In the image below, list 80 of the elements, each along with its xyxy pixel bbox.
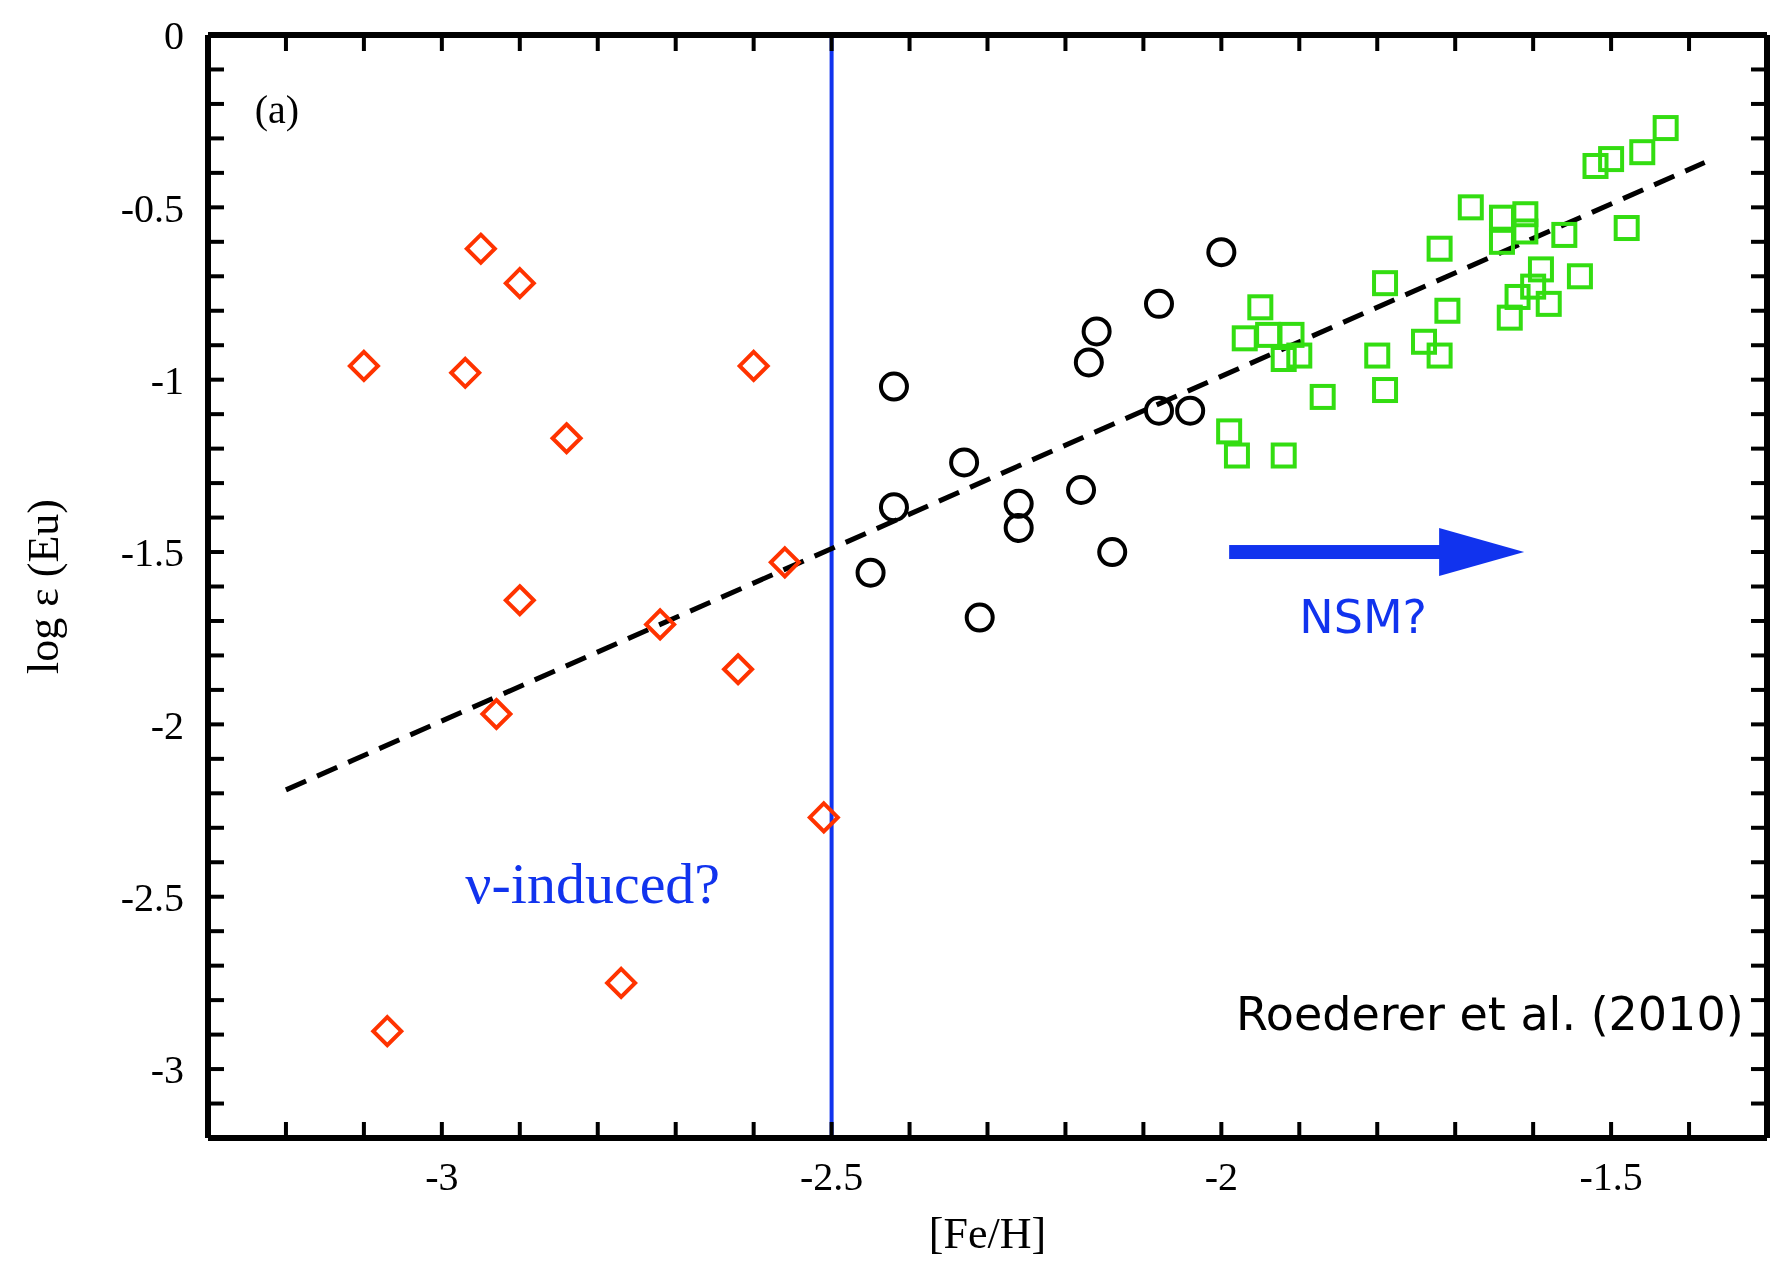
point [1097,537,1128,568]
point [1143,395,1174,426]
point [1488,228,1515,255]
point [1426,235,1453,262]
point [1512,218,1539,245]
point [1652,115,1679,142]
point [964,602,995,633]
point [1003,488,1034,519]
point [1426,342,1453,369]
point [1073,347,1104,378]
y-tick-label: -0.5 [120,185,184,231]
point [1512,201,1539,228]
point [1582,152,1609,179]
y-tick-label: 0 [164,13,184,59]
point [807,801,840,834]
point [1372,270,1399,297]
point [1247,294,1274,321]
point [1566,263,1593,290]
annotation: ν-induced? [465,851,721,917]
point [1270,442,1297,469]
point [1278,321,1305,348]
y-axis-title: log ε (Eu) [19,499,69,674]
point [1066,474,1097,505]
x-tick-label: -2 [1204,1154,1239,1200]
point [1309,383,1336,410]
point [347,349,380,382]
y-tick-label: -1 [150,357,184,403]
point [768,546,801,579]
point [644,608,677,641]
point [949,447,980,478]
point [1496,304,1523,331]
point [1216,418,1243,445]
point [1504,283,1531,310]
y-tick-label: -2.5 [120,874,184,920]
annotation: (a) [254,87,300,133]
point [855,557,886,588]
point [1286,342,1313,369]
point [1003,512,1034,543]
point [605,966,638,999]
point [1231,325,1258,352]
point [1535,290,1562,317]
point [737,349,770,382]
point [503,267,536,300]
y-tick-label: -3 [150,1047,184,1093]
point [1175,395,1206,426]
point [371,1015,404,1048]
point [503,584,536,617]
point [1081,316,1112,347]
point [449,356,482,389]
x-tick-label: -1.5 [1579,1154,1643,1200]
point [1223,442,1250,469]
point [1613,215,1640,242]
point [1488,204,1515,231]
x-tick-label: -3 [425,1154,459,1200]
annotation: Roederer et al. (2010) [1235,986,1744,1041]
point [550,422,583,455]
point [1629,139,1656,166]
annotation: NSM? [1299,590,1428,645]
x-axis-title: [Fe/H] [928,1209,1047,1258]
point [1411,328,1438,355]
point [1457,194,1484,221]
point [1434,297,1461,324]
point [1143,288,1174,319]
point [1270,346,1297,373]
point [1255,321,1282,348]
point [1206,237,1237,268]
point [1520,273,1547,300]
y-tick-label: -1.5 [120,530,184,576]
point [464,232,497,265]
point [1527,256,1554,283]
y-tick-label: -2 [150,702,184,748]
point [1372,377,1399,404]
point [1364,342,1391,369]
point [878,492,909,523]
point [1551,221,1578,248]
point [722,653,755,686]
point [1598,146,1625,173]
point [480,698,513,731]
point [878,371,909,402]
x-tick-label: -2.5 [799,1154,864,1200]
